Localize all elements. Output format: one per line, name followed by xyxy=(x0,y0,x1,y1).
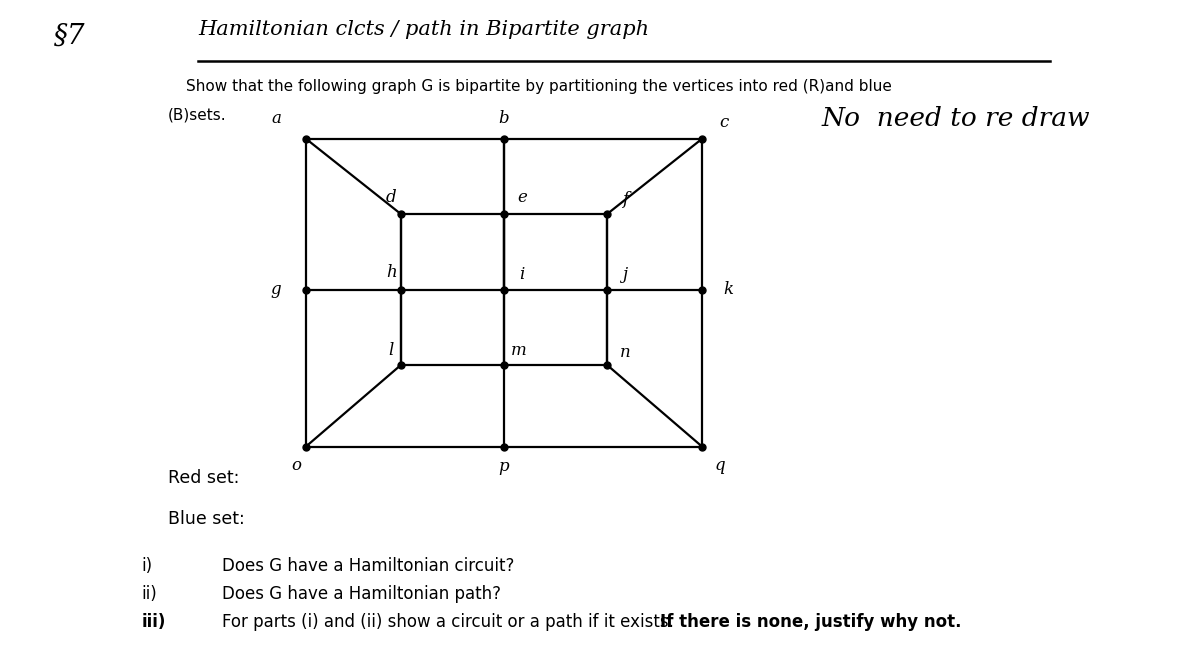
Text: d: d xyxy=(386,189,397,206)
Text: For parts (i) and (ii) show a circuit or a path if it exists.: For parts (i) and (ii) show a circuit or… xyxy=(222,613,684,631)
Text: Show that the following graph G is bipartite by partitioning the vertices into r: Show that the following graph G is bipar… xyxy=(186,79,892,95)
Text: No  need to re draw: No need to re draw xyxy=(822,106,1091,131)
Text: Hamiltonian clcts / path in Bipartite graph: Hamiltonian clcts / path in Bipartite gr… xyxy=(198,20,649,39)
Text: Does G have a Hamiltonian circuit?: Does G have a Hamiltonian circuit? xyxy=(222,557,515,574)
Text: (B)sets.: (B)sets. xyxy=(168,107,227,122)
Text: g: g xyxy=(271,281,281,298)
Text: ii): ii) xyxy=(142,585,157,603)
Text: o: o xyxy=(292,457,301,473)
Text: k: k xyxy=(724,281,733,298)
Text: b: b xyxy=(499,110,509,128)
Text: iii): iii) xyxy=(142,613,166,631)
Text: l: l xyxy=(389,342,394,359)
Text: If there is none, justify why not.: If there is none, justify why not. xyxy=(660,613,961,631)
Text: a: a xyxy=(271,110,281,128)
Text: f: f xyxy=(622,191,628,208)
Text: c: c xyxy=(719,114,728,131)
Text: Red set:: Red set: xyxy=(168,469,239,487)
Text: n: n xyxy=(619,344,630,362)
Text: i): i) xyxy=(142,557,152,574)
Text: h: h xyxy=(386,264,397,282)
Text: Blue set:: Blue set: xyxy=(168,510,245,528)
Text: §7: §7 xyxy=(54,23,85,50)
Text: m: m xyxy=(510,342,527,359)
Text: p: p xyxy=(499,458,509,475)
Text: i: i xyxy=(520,266,524,284)
Text: e: e xyxy=(517,189,527,206)
Text: q: q xyxy=(715,457,725,473)
Text: j: j xyxy=(623,266,628,284)
Text: Does G have a Hamiltonian path?: Does G have a Hamiltonian path? xyxy=(222,585,502,603)
